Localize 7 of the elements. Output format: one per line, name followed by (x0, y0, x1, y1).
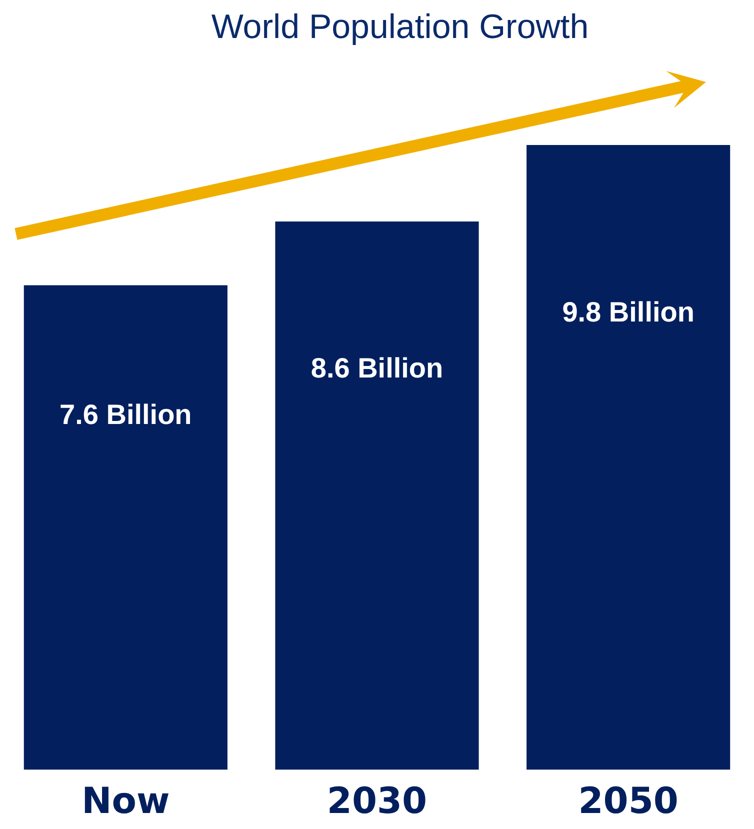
chart-title: World Population Growth (210, 8, 590, 47)
data-label: 9.8 Billion (562, 296, 694, 328)
x-tick-label: Now (82, 780, 170, 822)
x-tick-label: 2030 (326, 780, 428, 822)
data-label: 7.6 Billion (60, 398, 192, 430)
x-tick-label: 2050 (578, 780, 678, 822)
data-label: 8.6 Billion (310, 352, 444, 384)
